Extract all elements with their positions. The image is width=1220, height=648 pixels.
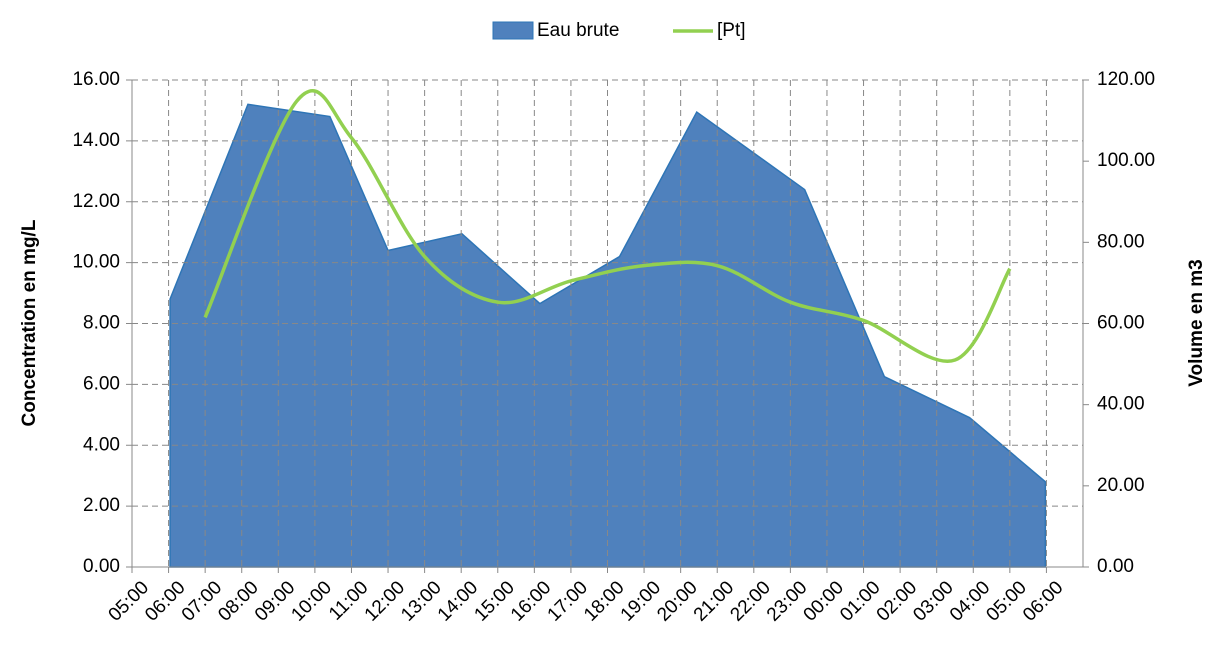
line xyxy=(203,89,1012,364)
x-tick-label: 06:00 xyxy=(1019,577,1067,625)
x-tick-label: 04:00 xyxy=(946,577,994,625)
x-tick-label: 18:00 xyxy=(580,577,628,625)
x-tick-label: 05:00 xyxy=(105,577,153,625)
y-tick-label: 4.00 xyxy=(83,434,120,455)
y-tick-label: 16.00 xyxy=(72,69,120,90)
x-tick-label: 05:00 xyxy=(982,577,1030,625)
x-tick-label: 12:00 xyxy=(361,577,409,625)
x-tick-label: 20:00 xyxy=(653,577,701,625)
y-tick-label: 6.00 xyxy=(83,373,120,394)
x-tick-label: 19:00 xyxy=(617,577,665,625)
y-tick-label: 10.00 xyxy=(72,252,120,273)
legend-label: Eau brute xyxy=(537,20,619,41)
x-tick-label: 03:00 xyxy=(909,577,957,625)
x-tick-label: 17:00 xyxy=(544,577,592,625)
y2-tick-label: 60.00 xyxy=(1097,313,1145,334)
y-tick-label: 14.00 xyxy=(72,130,120,151)
x-tick-label: 00:00 xyxy=(800,577,848,625)
x-tick-label: 21:00 xyxy=(690,577,738,625)
legend-swatch xyxy=(492,21,534,40)
y2-tick-label: 0.00 xyxy=(1097,556,1134,577)
x-tick-label: 13:00 xyxy=(397,577,445,625)
x-tick-label: 06:00 xyxy=(141,577,189,625)
x-tick-label: 16:00 xyxy=(507,577,555,625)
y2-tick-label: 80.00 xyxy=(1097,231,1145,252)
x-tick-label: 09:00 xyxy=(251,577,299,625)
y2-tick-label: 20.00 xyxy=(1097,475,1145,496)
x-tick-label: 02:00 xyxy=(873,577,921,625)
x-tick-label: 23:00 xyxy=(763,577,811,625)
y-tick-label: 2.00 xyxy=(83,495,120,516)
x-tick-label: 14:00 xyxy=(434,577,482,625)
x-tick-label: 11:00 xyxy=(325,577,372,624)
x-tick-label: 10:00 xyxy=(287,577,335,625)
y2-tick-label: 120.00 xyxy=(1097,69,1155,90)
x-tick-label: 15:00 xyxy=(470,577,518,625)
y-axis-title: Concentration en mg/L xyxy=(19,219,40,426)
x-tick-label: 07:00 xyxy=(178,577,226,625)
x-tick-label: 08:00 xyxy=(214,577,262,625)
y-tick-label: 12.00 xyxy=(72,191,120,212)
y-tick-label: 8.00 xyxy=(83,313,120,334)
x-tick-label: 22:00 xyxy=(726,577,774,625)
y2-tick-label: 40.00 xyxy=(1097,394,1145,415)
y2-axis-title: Volume en m3 xyxy=(1186,259,1207,386)
y2-tick-label: 100.00 xyxy=(1097,150,1155,171)
x-tick-label: 01:00 xyxy=(836,577,884,625)
y-tick-label: 0.00 xyxy=(83,556,120,577)
legend-label: [Pt] xyxy=(717,20,746,41)
